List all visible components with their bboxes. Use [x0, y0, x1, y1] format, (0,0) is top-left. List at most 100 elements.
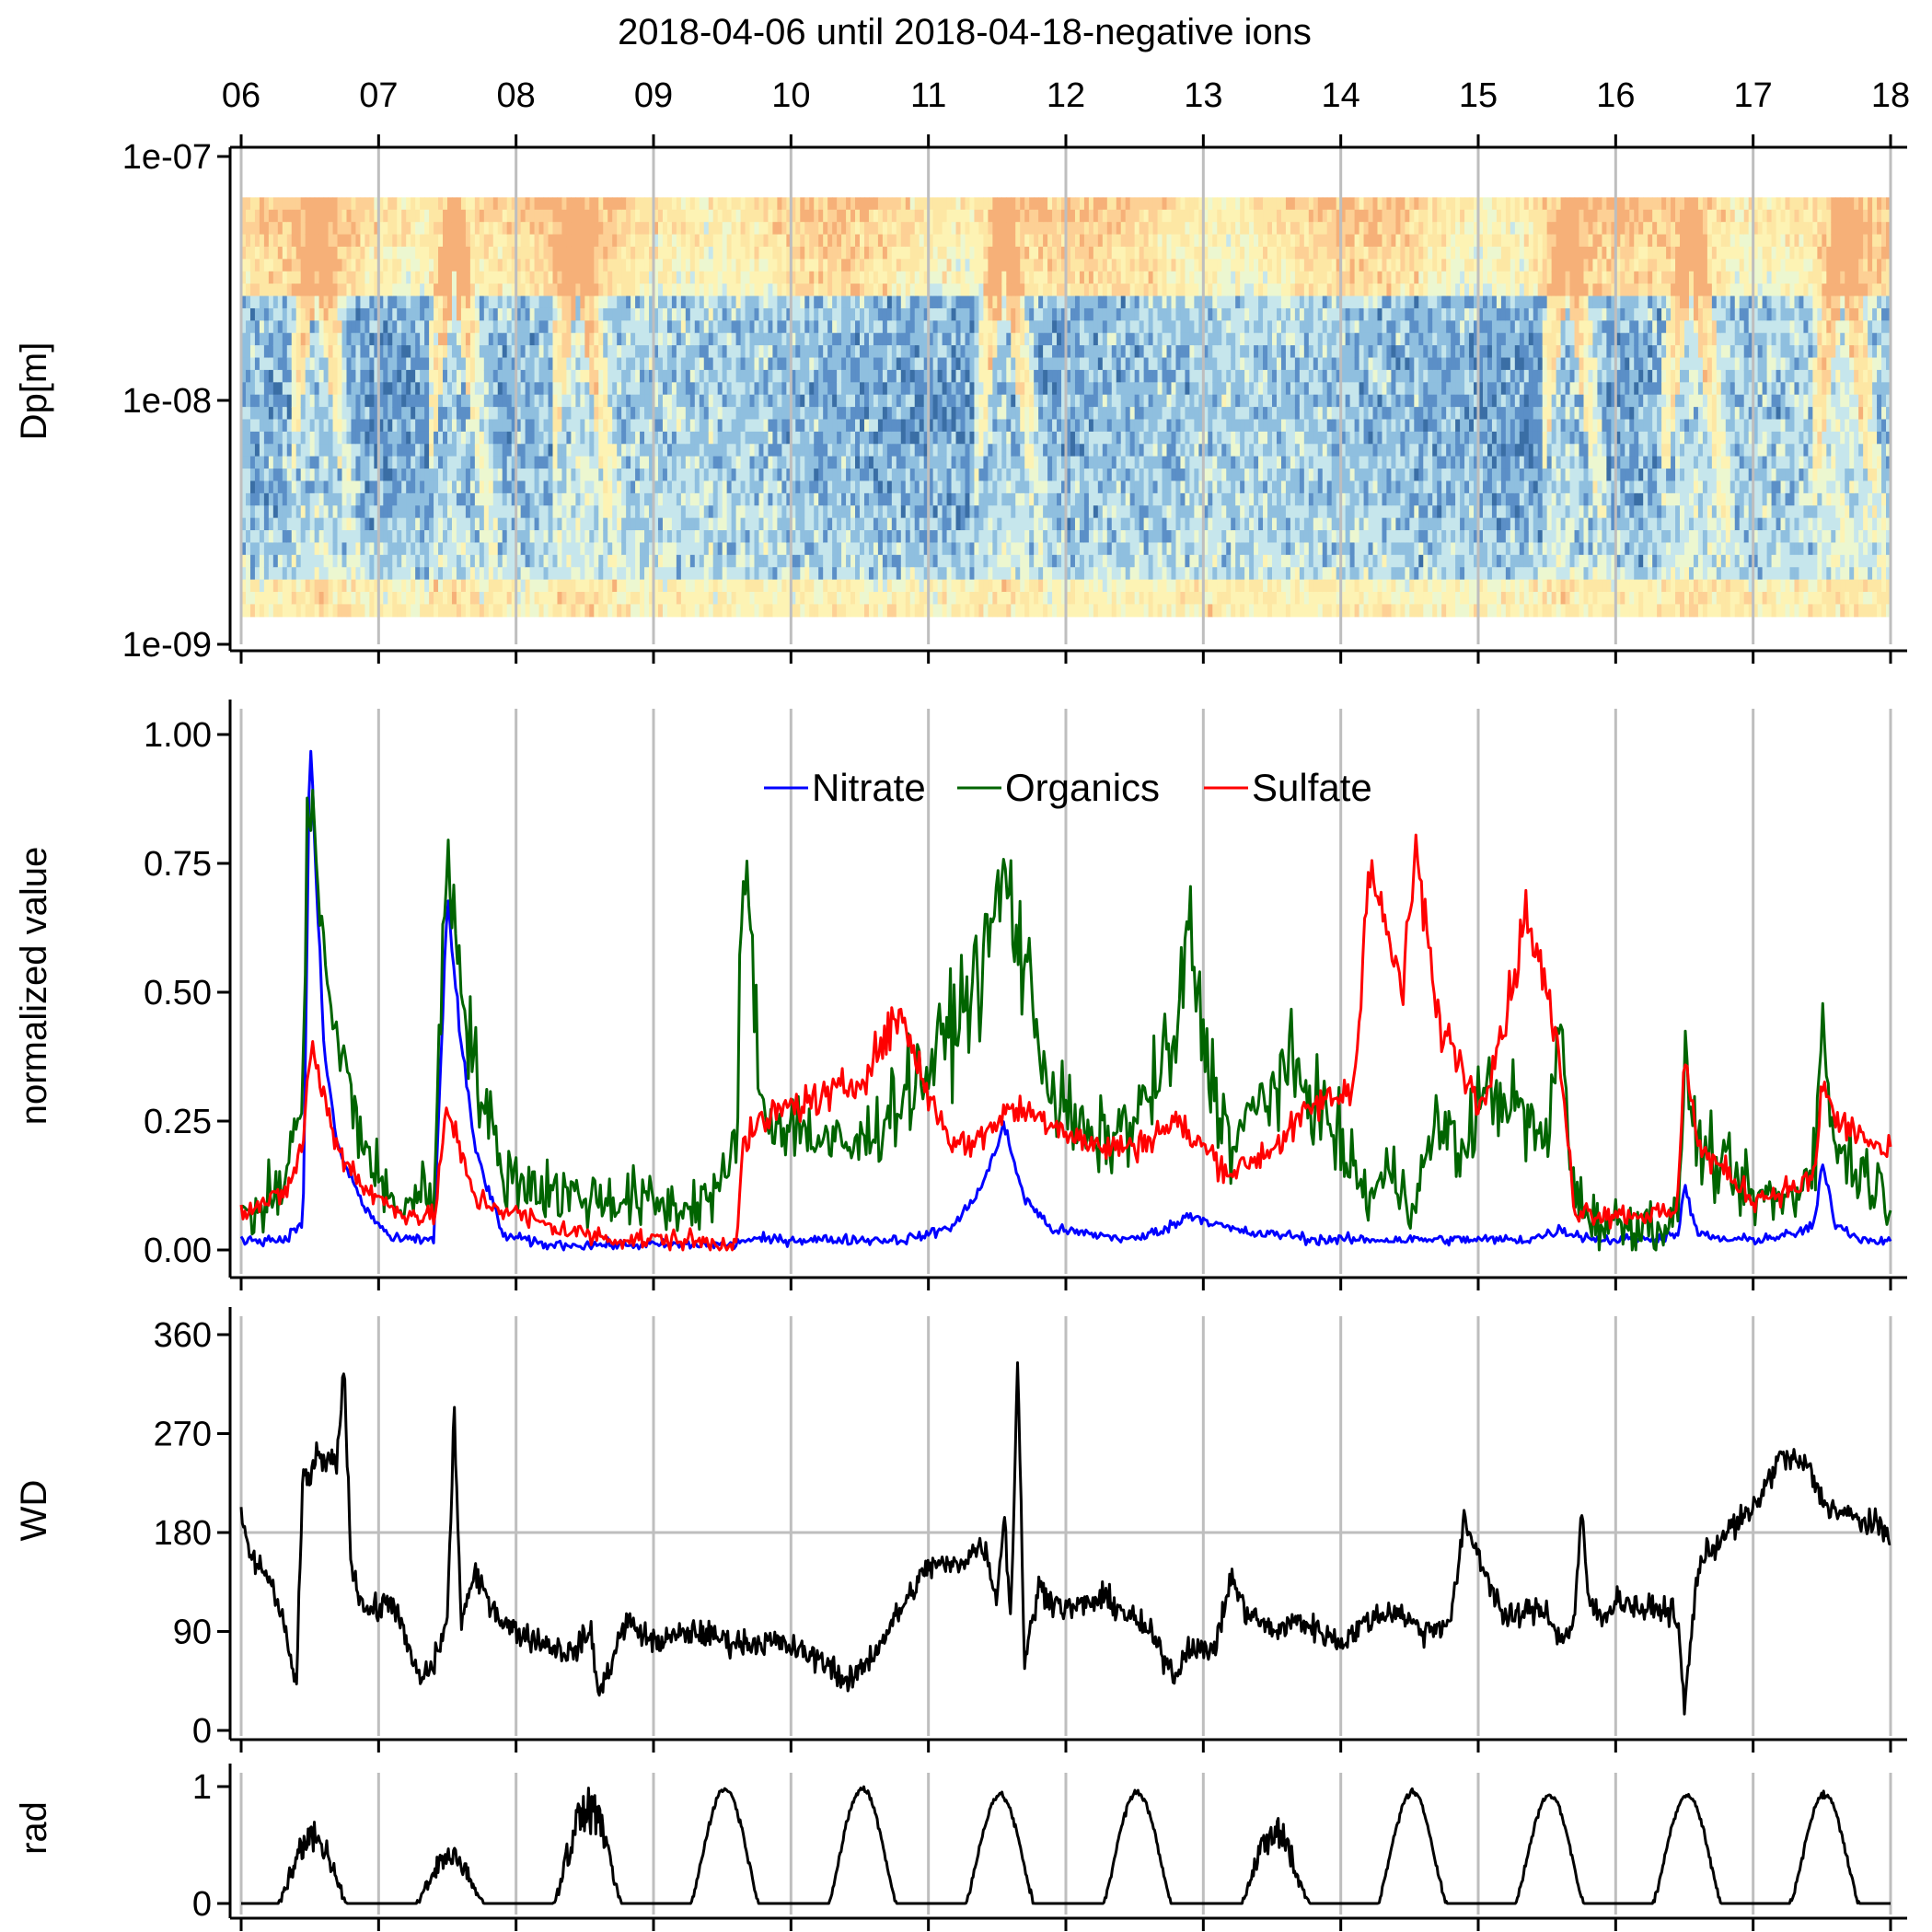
heatmap-cell: [245, 592, 251, 606]
heatmap-cell: [640, 419, 645, 433]
heatmap-cell: [479, 234, 485, 248]
heatmap-cell: [401, 369, 407, 383]
heatmap-cell: [443, 444, 448, 457]
heatmap-cell: [254, 307, 260, 321]
heatmap-cell: [589, 492, 595, 506]
heatmap-cell: [515, 604, 522, 618]
heatmap-cell: [447, 283, 453, 297]
heatmap-cell: [832, 530, 838, 544]
heatmap-cell: [506, 444, 513, 457]
heatmap-cell: [456, 197, 462, 211]
heatmap-cell: [837, 234, 842, 248]
heatmap-cell: [424, 505, 430, 519]
heatmap-cell: [511, 554, 517, 568]
heatmap-cell: [877, 419, 884, 433]
heatmap-cell: [254, 567, 260, 581]
heatmap-cell: [584, 492, 590, 506]
heatmap-cell: [492, 456, 499, 469]
heatmap-cell: [424, 579, 430, 593]
heatmap-cell: [286, 197, 293, 211]
heatmap-cell: [758, 369, 765, 383]
heatmap-cell: [397, 431, 402, 445]
heatmap-cell: [469, 444, 476, 457]
heatmap-cell: [479, 271, 485, 284]
heatmap-cell: [515, 444, 522, 457]
heatmap-cell: [566, 283, 572, 297]
heatmap-cell: [841, 554, 847, 568]
heatmap-cell: [722, 295, 728, 309]
heatmap-cell: [295, 369, 302, 383]
heatmap-cell: [474, 554, 480, 568]
heatmap-cell: [259, 345, 265, 359]
heatmap-cell: [827, 332, 833, 346]
heatmap-cell: [703, 283, 710, 297]
heatmap-cell: [694, 345, 700, 359]
heatmap-cell: [300, 456, 307, 469]
heatmap-cell: [328, 259, 334, 272]
heatmap-cell: [603, 332, 608, 346]
heatmap-cell: [355, 197, 362, 211]
heatmap-cell: [451, 234, 457, 248]
heatmap-cell: [492, 222, 499, 236]
heatmap-cell: [483, 604, 490, 618]
heatmap-cell: [474, 530, 480, 544]
heatmap-cell: [323, 222, 330, 236]
heatmap-cell: [392, 307, 398, 321]
heatmap-cell: [525, 246, 531, 260]
heatmap-cell: [337, 530, 343, 544]
heatmap-cell: [355, 222, 362, 236]
heatmap-cell: [497, 419, 503, 433]
heatmap-cell: [635, 579, 641, 593]
heatmap-cell: [488, 271, 494, 284]
heatmap-cell: [846, 456, 851, 469]
heatmap-cell: [800, 295, 805, 309]
heatmap-cell: [900, 530, 907, 544]
heatmap-cell: [685, 456, 691, 469]
heatmap-cell: [712, 295, 719, 309]
heatmap-cell: [355, 369, 362, 383]
heatmap-cell: [369, 517, 375, 531]
heatmap-cell: [891, 592, 897, 606]
heatmap-cell: [295, 419, 302, 433]
heatmap-cell: [323, 382, 330, 396]
heatmap-cell: [772, 407, 778, 421]
heatmap-cell: [483, 320, 490, 334]
heatmap-cell: [497, 382, 503, 396]
heatmap-cell: [420, 394, 425, 408]
heatmap-cell: [607, 419, 613, 433]
heatmap-cell: [841, 492, 847, 506]
heatmap-cell: [823, 320, 828, 334]
heatmap-cell: [662, 407, 668, 421]
heatmap-cell: [323, 456, 330, 469]
heatmap-cell: [749, 505, 756, 519]
heatmap-cell: [598, 222, 604, 236]
heatmap-cell: [543, 444, 550, 457]
heatmap-cell: [804, 295, 810, 309]
heatmap-cell: [300, 579, 307, 593]
heatmap-cell: [506, 469, 513, 482]
heatmap-cell: [245, 271, 251, 284]
heatmap-cell: [277, 517, 283, 531]
heatmap-cell: [735, 357, 742, 371]
heatmap-cell: [249, 197, 256, 211]
heatmap-cell: [277, 567, 283, 581]
heatmap-cell: [374, 567, 379, 581]
heatmap-cell: [768, 197, 774, 211]
heatmap-cell: [868, 345, 874, 359]
heatmap-cell: [731, 419, 737, 433]
heatmap-cell: [286, 222, 293, 236]
heatmap-cell: [671, 444, 677, 457]
heatmap-cell: [603, 222, 608, 236]
heatmap-cell: [827, 469, 833, 482]
heatmap-cell: [286, 307, 293, 321]
heatmap-cell: [726, 234, 733, 248]
heatmap-cell: [383, 369, 388, 383]
heatmap-cell: [626, 197, 631, 211]
heatmap-cell: [860, 307, 865, 321]
heatmap-cell: [388, 419, 393, 433]
heatmap-cell: [538, 530, 545, 544]
heatmap-cell: [886, 407, 893, 421]
heatmap-cell: [740, 320, 746, 334]
heatmap-cell: [259, 592, 265, 606]
heatmap-cell: [740, 234, 746, 248]
